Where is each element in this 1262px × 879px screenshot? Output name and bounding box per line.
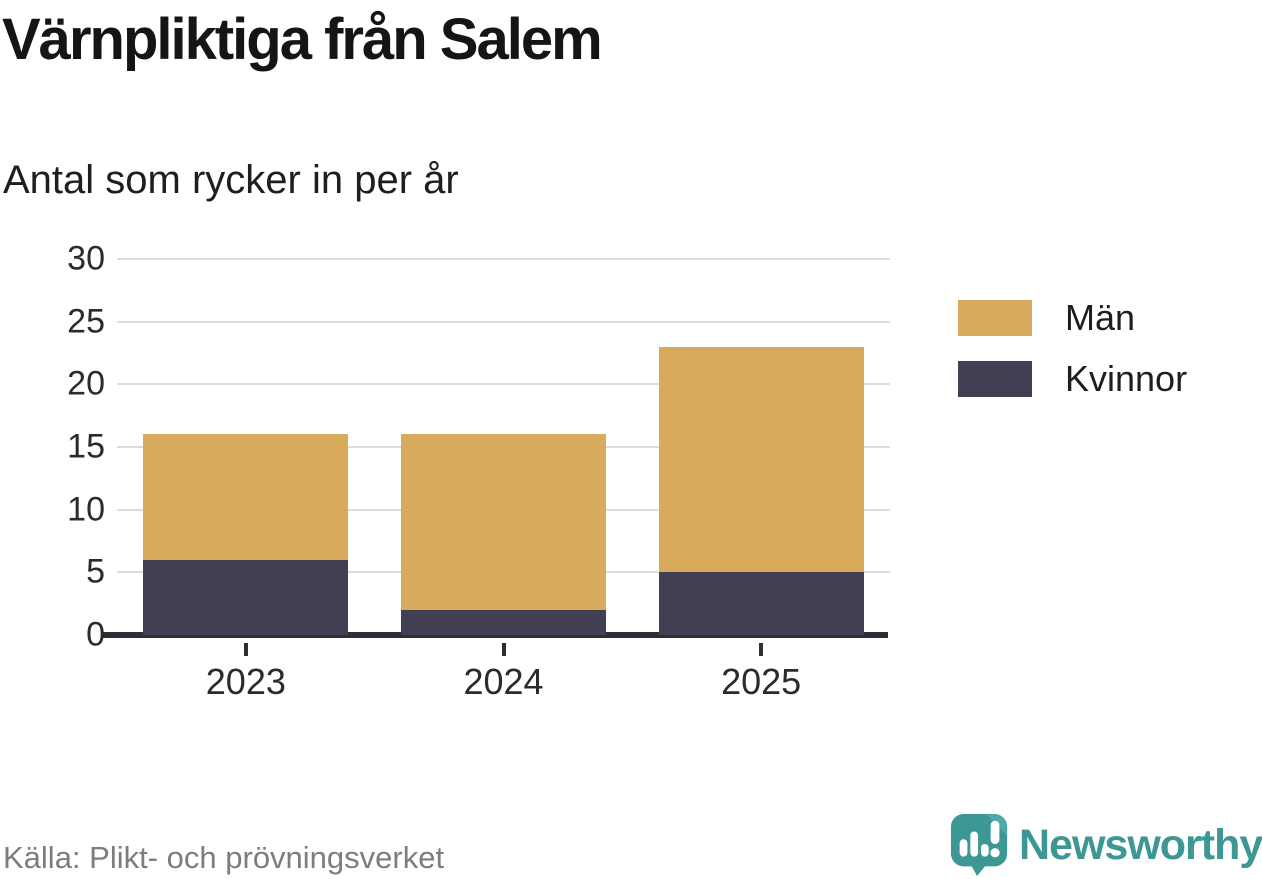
x-tick-label-2025: 2025	[721, 661, 802, 702]
x-axis-line	[103, 632, 888, 638]
gridline-y-25	[117, 320, 890, 323]
x-tick-label-2024: 2024	[463, 661, 544, 702]
legend: Män Kvinnor	[958, 297, 1187, 419]
y-tick-label-25: 25	[67, 302, 105, 341]
legend-item-män: Män	[958, 297, 1187, 339]
source-note: Källa: Plikt- och prövningsverket	[3, 840, 445, 875]
y-tick-label-15: 15	[67, 427, 105, 466]
gridline-y-30	[117, 258, 890, 260]
x-tick-2023	[243, 643, 248, 656]
plot-area: 0 5 10 15 20 25 30 2023 2024 2025	[67, 240, 890, 702]
y-tick-label-0: 0	[86, 615, 105, 654]
newsworthy-logo-text: Newsworthy	[1019, 820, 1262, 869]
legend-item-kvinnor: Kvinnor	[958, 358, 1187, 400]
bar-2024-män	[401, 434, 606, 610]
y-tick-label-5: 5	[86, 552, 105, 591]
legend-swatch-män	[958, 300, 1032, 336]
legend-label-män: Män	[1065, 297, 1136, 338]
bar-2023-kvinnor	[143, 559, 349, 635]
legend-label-kvinnor: Kvinnor	[1065, 358, 1188, 399]
x-tick-2025	[759, 643, 764, 656]
newsworthy-logo-icon	[950, 814, 1008, 876]
legend-swatch-kvinnor	[958, 361, 1032, 397]
chart-title: Värnpliktiga från Salem	[2, 7, 603, 72]
gridline-y-20	[117, 383, 890, 386]
bar-2025-män	[658, 346, 864, 573]
y-tick-label-10: 10	[67, 490, 105, 529]
newsworthy-logo: Newsworthy	[949, 812, 1262, 878]
y-tick-label-20: 20	[67, 364, 105, 403]
bar-2023-män	[143, 434, 349, 560]
bar-2025-kvinnor	[658, 572, 864, 635]
y-tick-label-30: 30	[67, 239, 105, 278]
bar-2024-kvinnor	[401, 609, 606, 635]
chart-subtitle: Antal som rycker in per år	[3, 158, 459, 202]
x-tick-2024	[501, 643, 506, 656]
x-tick-label-2023: 2023	[205, 661, 286, 702]
